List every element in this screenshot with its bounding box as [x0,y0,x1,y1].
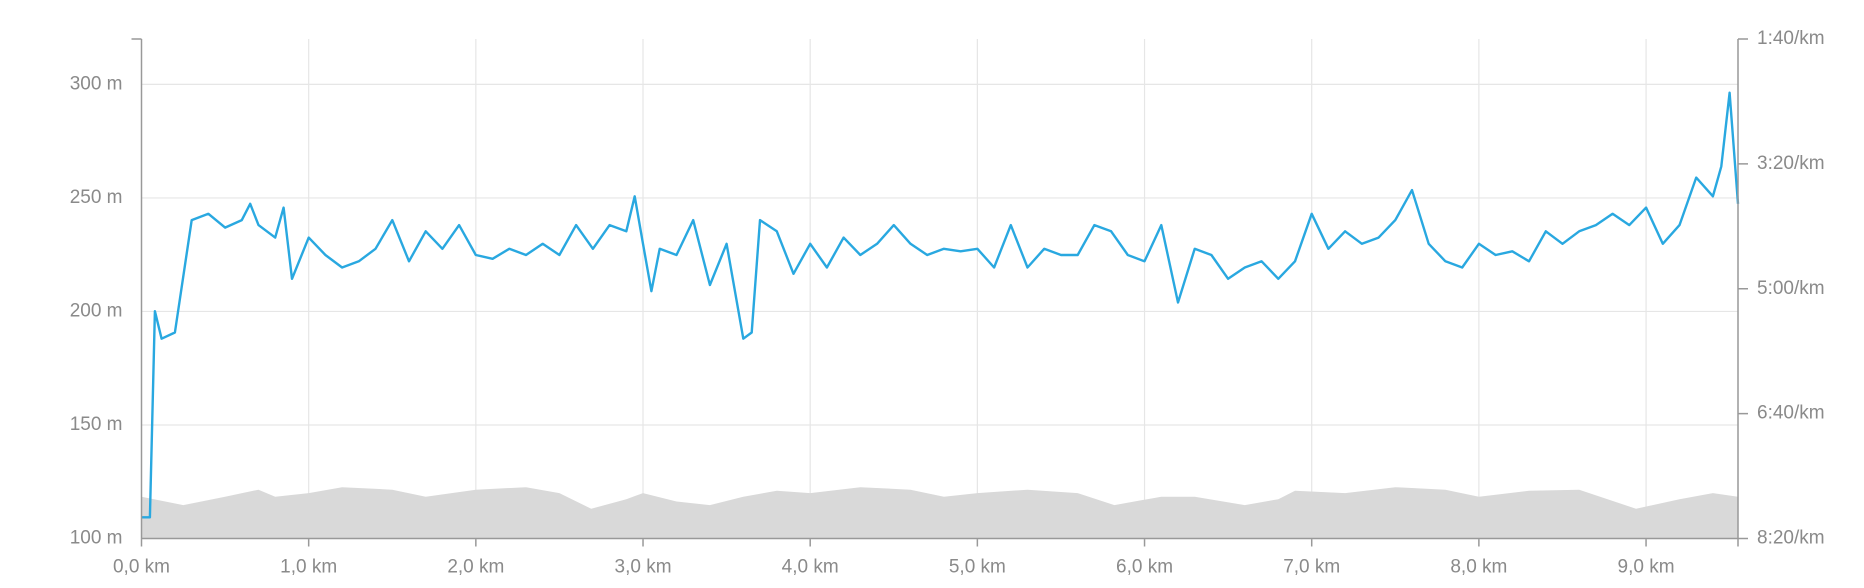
y2-tick-label: 5:00/km [1757,278,1825,299]
y2-tick-label: 1:40/km [1757,28,1825,49]
y-tick-label: 200 m [70,300,123,321]
x-tick-label: 8,0 km [1450,557,1507,578]
elevation-area [141,487,1738,539]
y2-tick-label: 8:20/km [1757,528,1825,549]
x-tick-label: 1,0 km [280,557,337,578]
x-tick-label: 6,0 km [1116,557,1173,578]
x-tick-label: 4,0 km [782,557,839,578]
x-tick-label: 3,0 km [615,557,672,578]
x-tick-label: 0,0 km [113,557,170,578]
x-tick-label: 2,0 km [447,557,504,578]
y2-tick-label: 6:40/km [1757,403,1825,424]
x-tick-label: 9,0 km [1618,557,1675,578]
y-tick-label: 150 m [70,414,123,435]
y-tick-label: 250 m [70,187,123,208]
y-tick-label: 100 m [70,528,123,549]
y-tick-label: 300 m [70,73,123,94]
pace-line [141,91,1740,519]
y2-tick-label: 3:20/km [1757,153,1825,174]
x-tick-label: 7,0 km [1283,557,1340,578]
x-tick-label: 5,0 km [949,557,1006,578]
